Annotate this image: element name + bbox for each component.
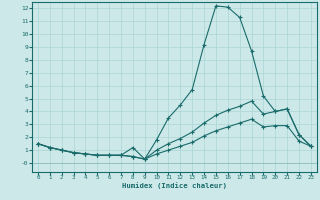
X-axis label: Humidex (Indice chaleur): Humidex (Indice chaleur) xyxy=(122,182,227,189)
